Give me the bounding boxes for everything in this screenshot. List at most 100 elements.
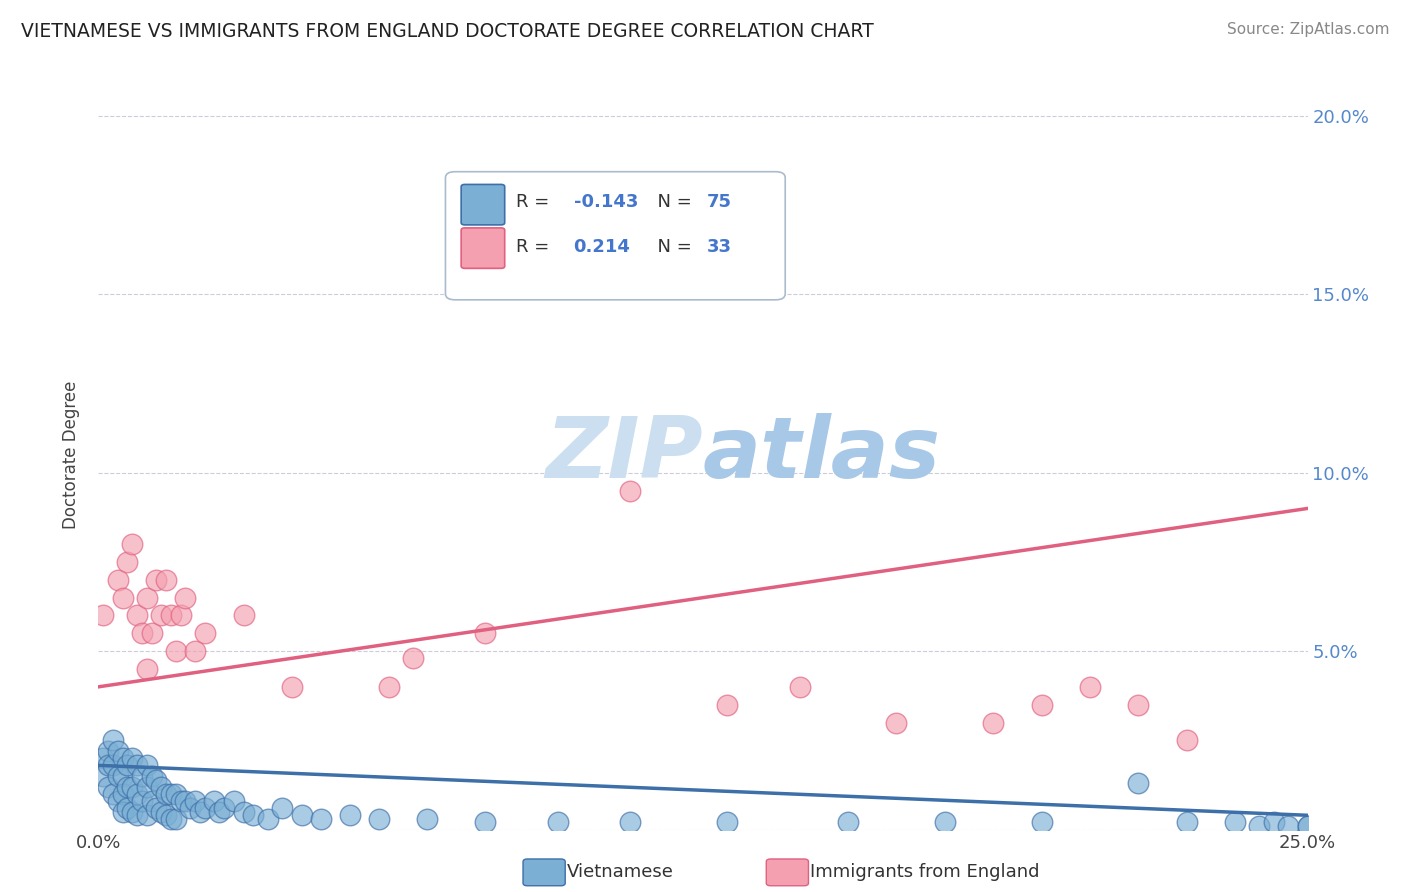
Point (131, 769, 153, 783)
Point (174, 794, 197, 808)
Point (107, 769, 129, 783)
Point (141, 626, 163, 640)
Point (256, 812, 278, 826)
Point (981, 715, 1004, 730)
Point (135, 662, 157, 676)
Point (127, 808, 149, 822)
Text: R =: R = (516, 194, 554, 211)
Point (121, 805, 143, 819)
Point (208, 805, 231, 819)
Point (188, 805, 211, 819)
Point (101, 758, 124, 772)
Point (619, 483, 641, 498)
Point (179, 801, 201, 815)
Point (111, 751, 134, 765)
Point (174, 591, 197, 605)
Point (194, 801, 217, 815)
Point (1249, 819, 1271, 833)
Point (131, 626, 153, 640)
Text: 75: 75 (707, 194, 731, 211)
Point (169, 794, 191, 808)
Point (232, 608, 254, 623)
Text: Vietnamese: Vietnamese (567, 863, 673, 881)
Point (127, 787, 149, 801)
Point (145, 573, 167, 587)
Point (91, 608, 114, 623)
Point (107, 573, 129, 587)
Point (934, 815, 956, 830)
Point (97, 744, 120, 758)
Point (141, 769, 163, 783)
Point (160, 608, 183, 623)
Text: 0.214: 0.214 (574, 238, 630, 256)
Point (886, 715, 908, 730)
Point (91, 751, 114, 765)
Point (160, 812, 183, 826)
Point (1263, 815, 1285, 830)
Point (121, 780, 143, 794)
Point (1175, 733, 1198, 747)
Point (309, 812, 332, 826)
Point (1175, 815, 1198, 830)
Point (547, 815, 569, 830)
Point (165, 787, 187, 801)
Point (101, 733, 124, 747)
Point (91, 769, 114, 783)
Text: 33: 33 (707, 238, 731, 256)
Point (271, 801, 294, 815)
Text: Immigrants from England: Immigrants from England (810, 863, 1039, 881)
Point (1031, 698, 1053, 712)
Point (281, 680, 304, 694)
Point (160, 787, 183, 801)
Point (107, 794, 129, 808)
Point (212, 801, 235, 815)
Point (155, 808, 177, 822)
Point (837, 815, 859, 830)
Point (1128, 698, 1150, 712)
Point (368, 812, 391, 826)
Text: N =: N = (647, 194, 697, 211)
Point (232, 805, 254, 819)
FancyBboxPatch shape (446, 171, 785, 300)
Point (121, 751, 143, 765)
FancyBboxPatch shape (461, 227, 505, 268)
FancyBboxPatch shape (461, 185, 505, 225)
Point (169, 608, 191, 623)
Point (222, 794, 245, 808)
Y-axis label: Doctorate Degree: Doctorate Degree (62, 381, 80, 529)
Point (117, 555, 139, 569)
Point (619, 815, 641, 830)
Point (117, 801, 139, 815)
Point (111, 805, 134, 819)
Point (1296, 819, 1319, 833)
Text: VIETNAMESE VS IMMIGRANTS FROM ENGLAND DOCTORATE DEGREE CORRELATION CHART: VIETNAMESE VS IMMIGRANTS FROM ENGLAND DO… (21, 22, 875, 41)
Point (1128, 776, 1150, 790)
Point (111, 769, 134, 783)
Point (416, 812, 439, 826)
Point (131, 794, 153, 808)
Point (155, 787, 177, 801)
Point (150, 608, 173, 623)
Point (135, 758, 157, 772)
Point (145, 801, 167, 815)
Point (1296, 819, 1319, 833)
Text: R =: R = (516, 238, 554, 256)
Point (141, 794, 163, 808)
Point (474, 815, 496, 830)
Point (135, 591, 157, 605)
Point (789, 680, 811, 694)
Point (402, 651, 425, 665)
Point (1223, 815, 1246, 830)
Point (716, 698, 738, 712)
Point (377, 680, 399, 694)
Point (127, 608, 149, 623)
Point (97, 758, 120, 772)
Point (155, 573, 177, 587)
Point (135, 808, 157, 822)
Point (117, 780, 139, 794)
Point (184, 794, 207, 808)
Point (290, 808, 312, 822)
Point (117, 758, 139, 772)
Point (1031, 815, 1053, 830)
Point (127, 758, 149, 772)
